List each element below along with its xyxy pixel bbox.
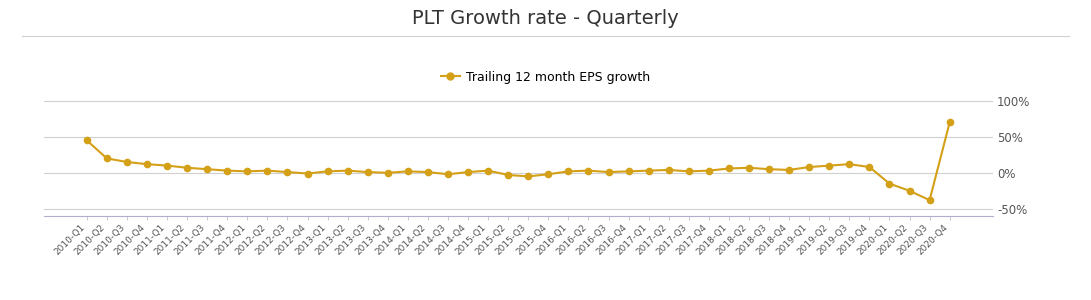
Text: PLT Growth rate - Quarterly: PLT Growth rate - Quarterly <box>412 9 679 28</box>
Legend: Trailing 12 month EPS growth: Trailing 12 month EPS growth <box>436 66 655 89</box>
